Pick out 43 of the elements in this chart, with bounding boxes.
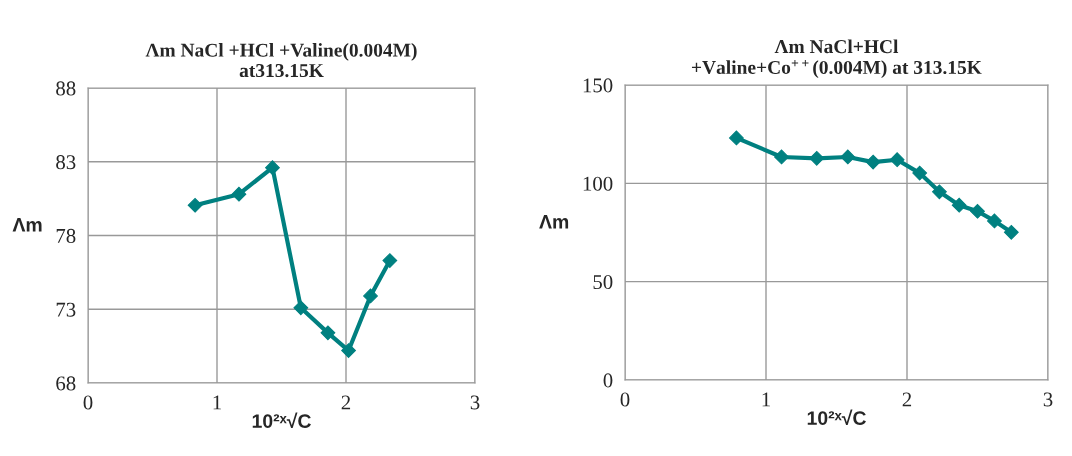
point — [382, 253, 398, 268]
y-axis-title: Λm — [539, 215, 569, 229]
y-tick-label: 150 — [583, 78, 613, 93]
chart-title: Λm NaCl +HCl +Valine(0.004M) at313.15K — [145, 43, 417, 78]
point — [341, 343, 356, 358]
y-tick-label: 0 — [603, 373, 613, 388]
y-axis-title: Λm — [12, 218, 42, 232]
point — [840, 149, 856, 165]
x-tick-label: 3 — [470, 395, 480, 410]
y-tick-label: 78 — [56, 228, 76, 243]
x-tick-label: 2 — [902, 392, 912, 407]
point — [987, 213, 1002, 229]
y-tick-label: 100 — [583, 176, 613, 191]
x-axis-title: 10²ˣ√C — [807, 409, 866, 426]
x-tick-label: 0 — [83, 395, 93, 410]
y-tick-label: 73 — [56, 302, 76, 317]
y-tick-label: 50 — [593, 275, 613, 290]
point — [951, 197, 967, 213]
y-tick-label: 68 — [56, 376, 76, 391]
point — [970, 203, 985, 219]
x-tick-label: 3 — [1043, 392, 1053, 407]
x-axis-title: 10²ˣ√C — [252, 412, 311, 429]
x-tick-label: 1 — [762, 392, 770, 407]
point — [320, 325, 336, 341]
point — [932, 184, 947, 200]
point — [363, 288, 378, 304]
chart-title: Λm NaCl+HCl +Valine+Co$^{++}$(0.004M) at 313.15K — [691, 39, 982, 78]
point — [265, 160, 280, 176]
y-tick-label: 88 — [56, 81, 76, 96]
point — [231, 186, 247, 202]
x-tick-label: 2 — [341, 395, 351, 410]
point — [809, 150, 825, 166]
point — [293, 300, 309, 316]
point — [187, 197, 203, 213]
point — [774, 149, 789, 165]
point — [912, 165, 928, 181]
point — [889, 152, 905, 168]
point — [729, 130, 744, 146]
point — [865, 154, 881, 170]
x-tick-label: 0 — [620, 392, 630, 407]
point — [1003, 224, 1019, 240]
x-tick-label: 1 — [213, 395, 221, 410]
y-tick-label: 83 — [56, 155, 76, 170]
